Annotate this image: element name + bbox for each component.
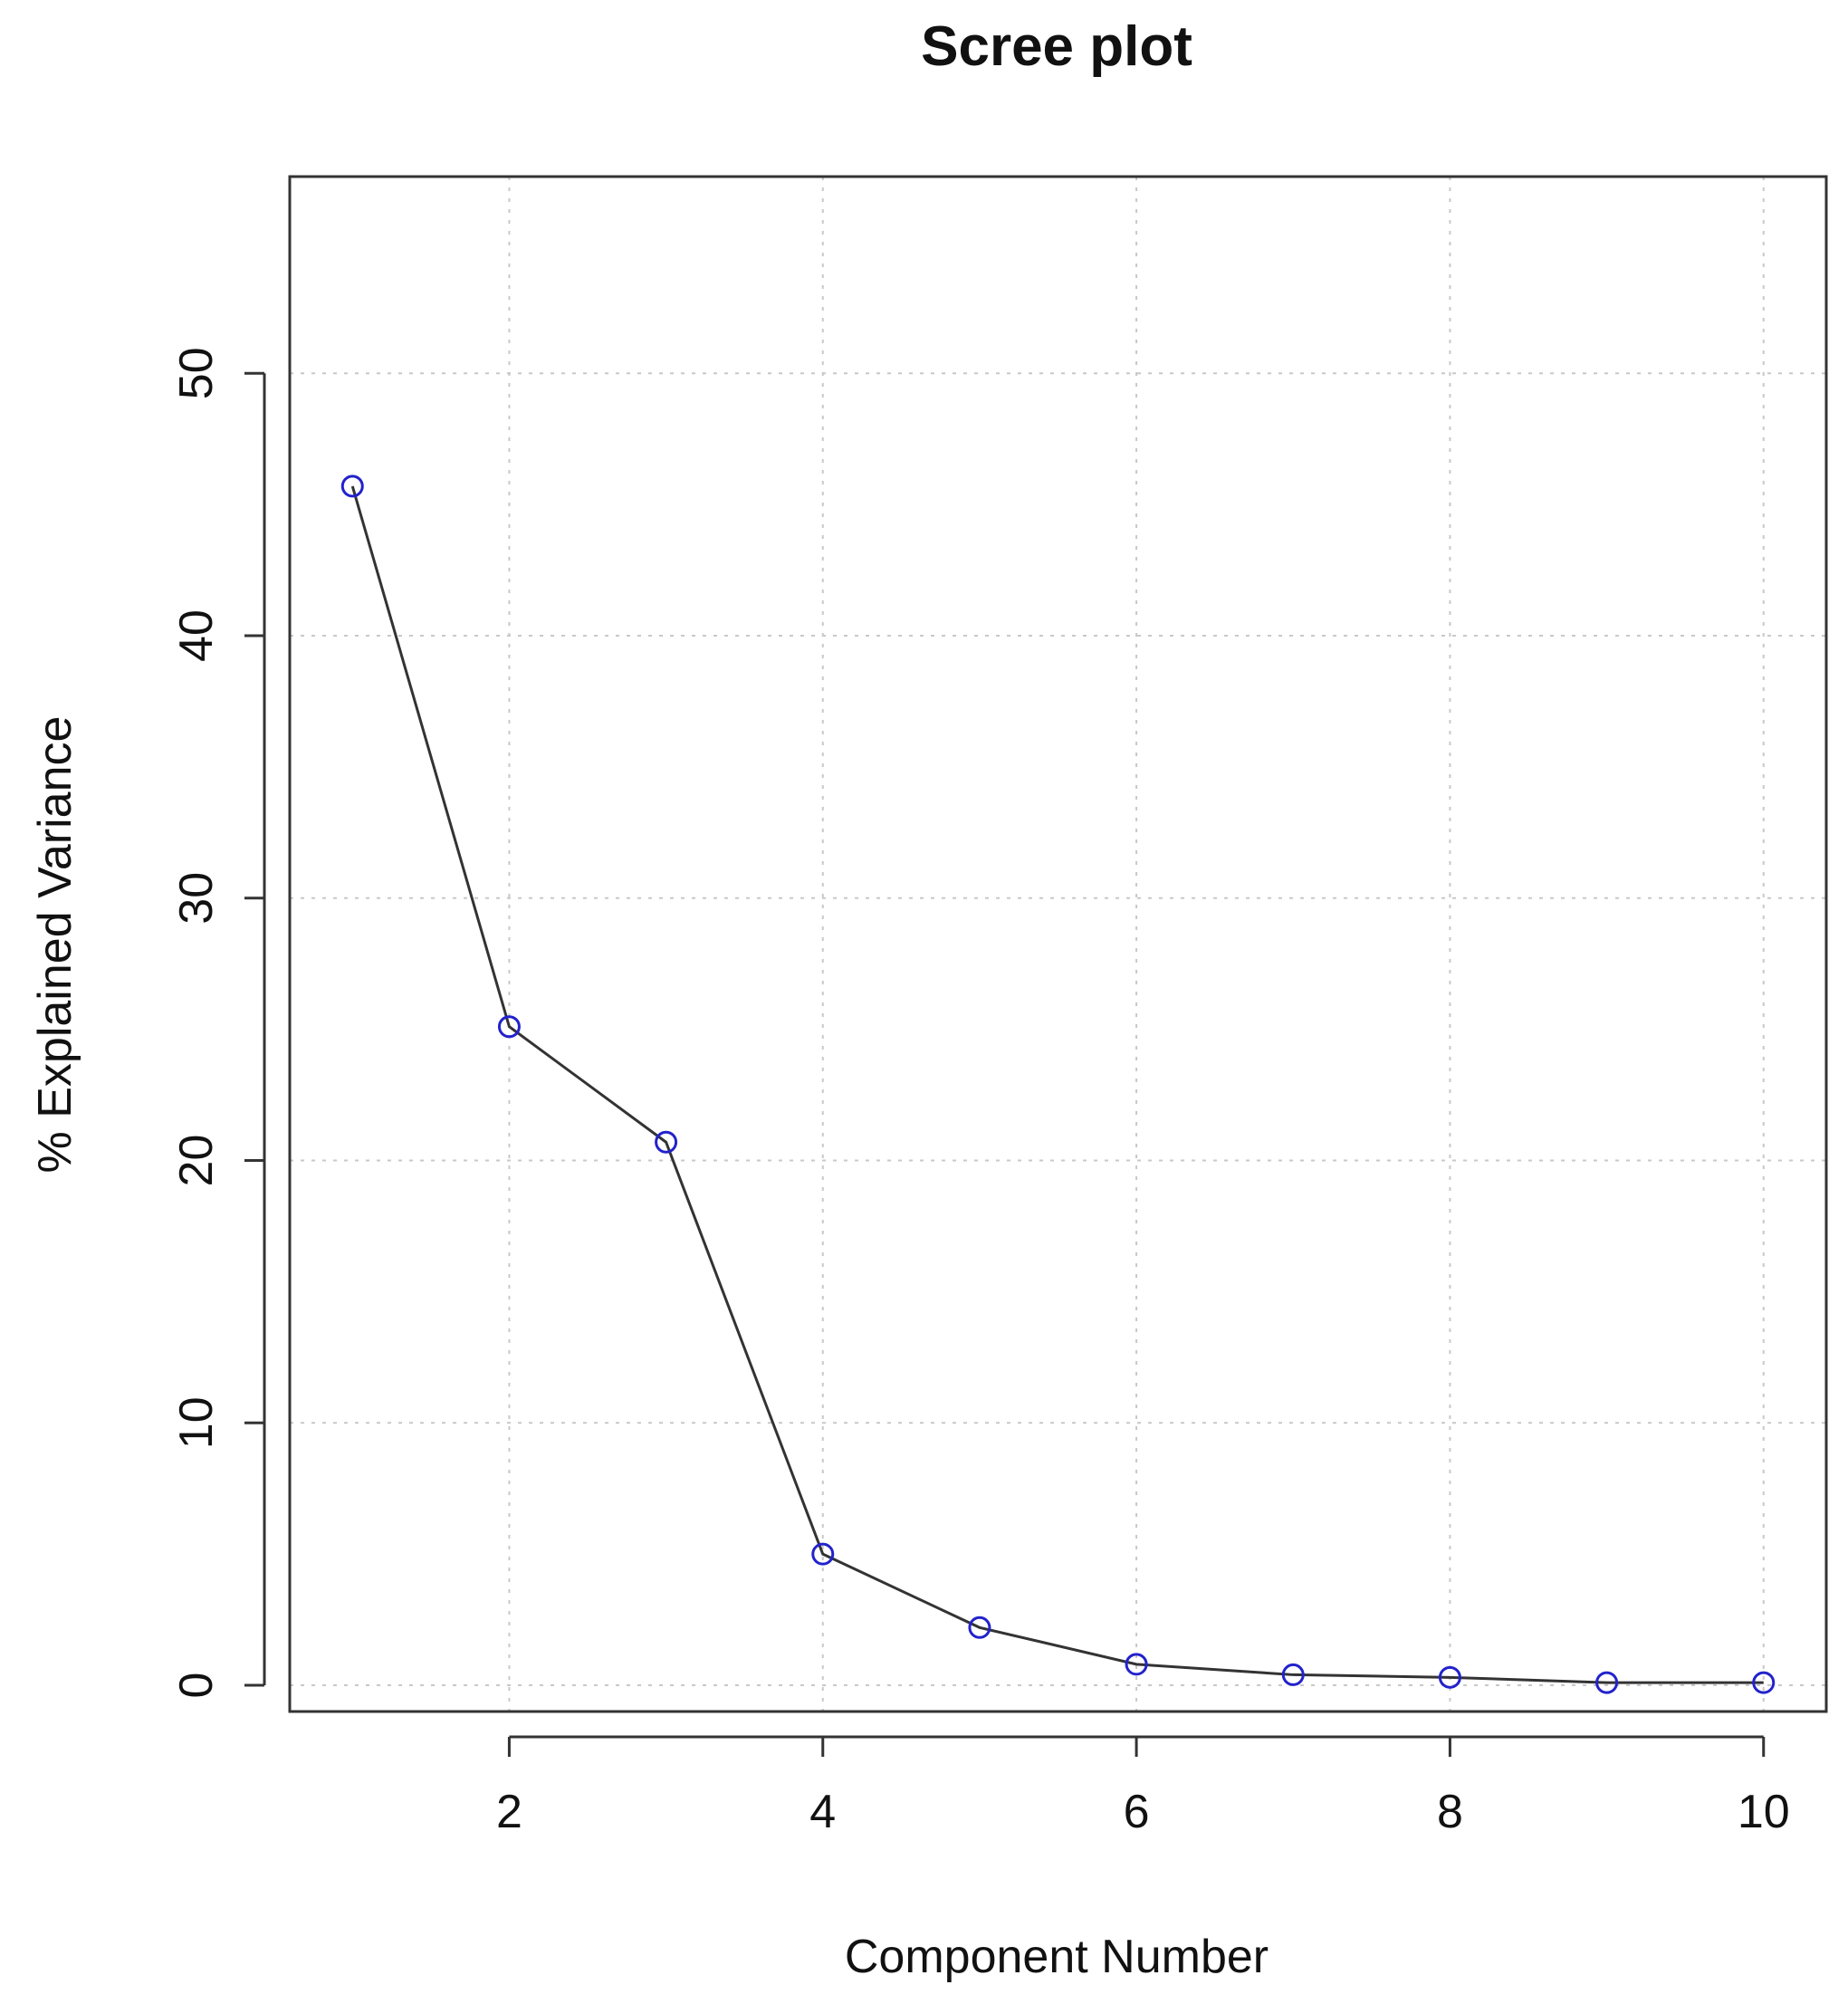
series-group [340,475,1776,1694]
chart-title: Scree plot [921,15,1192,78]
plot-area-frame [288,175,1828,1713]
data-point [1125,1653,1148,1676]
x-tick-label: 10 [1738,1786,1790,1838]
data-point [655,1130,678,1154]
x-axis-label: Component Number [845,1931,1269,1983]
x-axis: 2 4 6 8 10 [496,1735,1790,1838]
data-point [1281,1663,1305,1686]
y-axis-label: % Explained Variance [29,716,81,1174]
y-tick-label: 30 [170,872,223,925]
x-tick-label: 8 [1437,1786,1463,1838]
series-line [350,485,1764,1684]
data-point [340,475,364,498]
y-tick-label: 50 [170,347,223,399]
y-axis: 0 10 20 30 40 50 [170,347,266,1699]
data-point [811,1542,835,1566]
y-tick-label: 40 [170,609,223,662]
data-point [1595,1671,1619,1694]
x-tick-label: 4 [809,1786,836,1838]
y-tick-label: 10 [170,1396,223,1449]
y-tick-label: 20 [170,1135,223,1187]
data-point [1752,1671,1776,1694]
x-tick-label: 2 [496,1786,522,1838]
x-tick-label: 6 [1124,1786,1150,1838]
data-point [968,1616,991,1639]
data-point [1438,1665,1461,1689]
y-tick-label: 0 [170,1673,223,1699]
data-point [497,1015,521,1039]
